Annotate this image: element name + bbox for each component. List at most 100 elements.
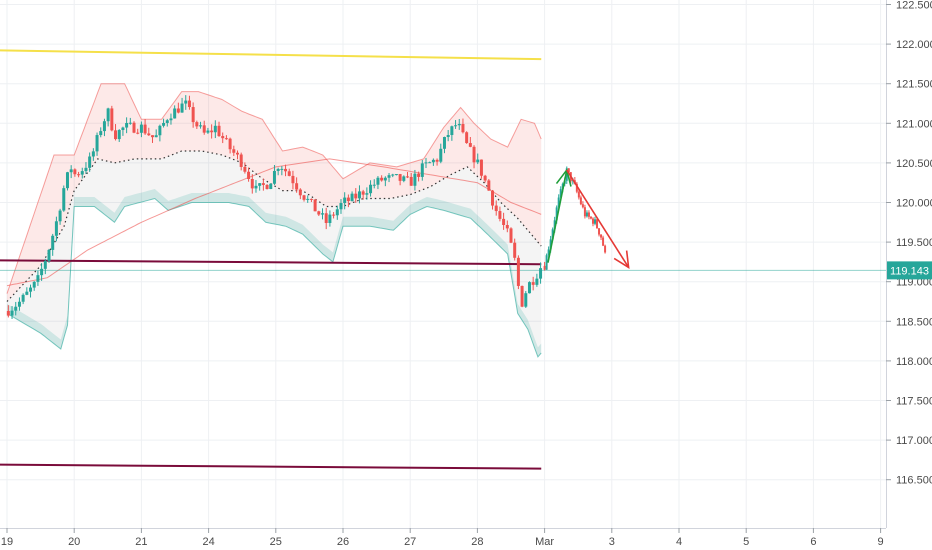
time-axis-label: 3 [609, 536, 615, 548]
candle-body [169, 118, 173, 121]
candle-body [106, 108, 110, 122]
candle-body [431, 159, 435, 163]
candle-body [413, 173, 417, 186]
candle-body [180, 103, 184, 113]
candle-body [280, 168, 284, 170]
upper-band-fill [7, 83, 542, 302]
candle-body [454, 125, 458, 127]
time-axis-label: 25 [270, 536, 282, 548]
middle-band-fill [7, 151, 542, 357]
candle-body [309, 198, 313, 200]
candle-body [228, 138, 232, 150]
candlestick-series [6, 95, 607, 319]
candle-body [265, 184, 269, 190]
candle-body [317, 211, 321, 215]
candle-body [43, 260, 47, 269]
horizontal-level-line [0, 463, 542, 470]
candle-body [596, 219, 599, 229]
candle-body [217, 125, 221, 137]
candle-body [524, 293, 528, 307]
candle-body [394, 174, 398, 176]
candle-body [54, 221, 58, 236]
candle-body [391, 174, 395, 176]
candle-body [565, 168, 568, 181]
candle-body [224, 138, 228, 140]
candle-body [150, 135, 154, 138]
candle-body [29, 287, 33, 292]
candle-body [232, 149, 236, 153]
indicator-bands [6, 83, 542, 358]
candle-body [600, 234, 603, 238]
candle-body [73, 169, 77, 175]
candle-body [577, 191, 580, 198]
candle-body [376, 177, 380, 185]
up-projection-arrow [547, 169, 568, 263]
candle-body [21, 294, 25, 302]
candle-body [583, 207, 586, 217]
candle-body [65, 172, 69, 189]
price-axis-label: 117.000 [896, 435, 932, 447]
candle-body [276, 168, 280, 171]
candle-body [147, 133, 151, 136]
candle-body [258, 183, 262, 186]
candle-body [32, 281, 36, 288]
time-axis-label: 6 [810, 536, 816, 548]
candle-body [513, 242, 517, 258]
candle-body [332, 214, 336, 216]
candle-body [450, 126, 454, 136]
price-axis-label: 120.500 [896, 158, 932, 170]
candle-body [187, 100, 191, 108]
candle-body [483, 175, 487, 181]
candle-body [306, 198, 310, 200]
candle-body [557, 197, 560, 208]
candle-body [559, 189, 562, 198]
candle-body [591, 218, 594, 224]
horizontal-levels [0, 49, 886, 470]
price-axis-label: 119.000 [896, 277, 932, 289]
candle-body [380, 177, 384, 181]
candle-body [435, 159, 439, 162]
candle-body [132, 122, 136, 133]
candle-body [509, 228, 513, 243]
candle-body [479, 159, 483, 176]
candle-body [339, 203, 343, 210]
candle-body [328, 214, 332, 224]
candle-body [95, 135, 99, 152]
candle-body [516, 257, 520, 286]
time-axis-label: 19 [1, 536, 13, 548]
candle-body [498, 211, 502, 219]
candle-body [465, 132, 469, 144]
candle-body [191, 107, 195, 123]
candle-body [424, 162, 428, 164]
candle-body [128, 122, 132, 124]
candle-body [387, 175, 391, 178]
candle-body [575, 183, 578, 192]
candle-body [439, 148, 443, 162]
lower-band-fill [7, 189, 542, 357]
candle-body [254, 185, 258, 189]
lower-band-line [6, 197, 542, 358]
candle-body [176, 108, 180, 113]
candle-body [343, 197, 347, 204]
time-axis[interactable]: 19 20 21 24 25 26 27 28 Mar 3 4 5 6 9 [1, 528, 884, 548]
candle-body [206, 130, 210, 133]
price-axis[interactable]: 122.500 122.000 121.500 121.000 120.500 120.0… [886, 0, 932, 487]
candle-body [579, 197, 582, 205]
candle-body [357, 191, 361, 199]
candle-body [69, 169, 73, 173]
candle-body [402, 176, 406, 181]
candle-body [84, 167, 88, 172]
candle-body [494, 205, 498, 212]
candle-body [154, 135, 158, 138]
candle-body [14, 306, 18, 311]
candle-body [287, 171, 291, 176]
price-axis-label: 121.000 [896, 118, 932, 130]
candle-body [295, 183, 299, 190]
candle-body [487, 180, 491, 191]
candle-body [604, 245, 607, 253]
candle-body [505, 225, 509, 229]
time-axis-label: 24 [202, 536, 214, 548]
candle-body [547, 249, 550, 256]
candle-body [369, 184, 373, 194]
